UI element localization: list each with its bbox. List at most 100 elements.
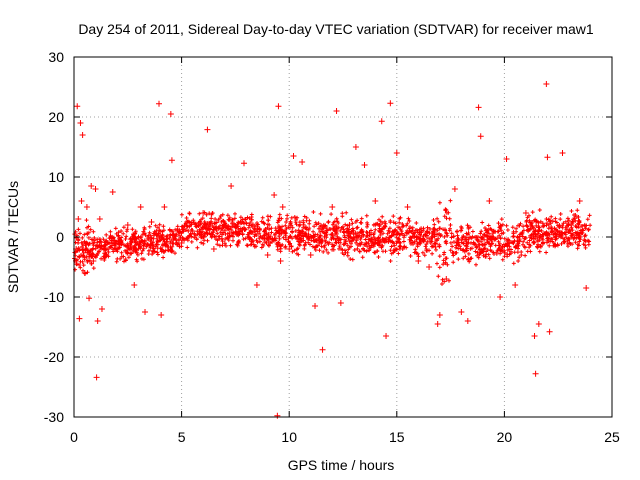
data-point [307, 252, 314, 258]
y-tick-label: -30 [44, 409, 64, 425]
data-point [168, 157, 175, 164]
data-band-markers [72, 198, 593, 286]
data-point [78, 198, 85, 204]
data-point [346, 222, 353, 228]
data-point [79, 132, 86, 138]
y-tick-label: 0 [56, 229, 64, 245]
data-point [387, 100, 394, 107]
data-point [94, 318, 101, 324]
data-point [109, 189, 116, 195]
data-point [124, 222, 131, 228]
x-tick-label: 15 [389, 429, 405, 445]
data-point [279, 204, 286, 210]
data-point [274, 412, 281, 419]
y-tick-label: 30 [48, 49, 64, 65]
data-point [404, 204, 411, 210]
data-point [383, 333, 390, 339]
data-point [568, 222, 575, 228]
data-point [271, 192, 278, 198]
data-point [436, 312, 443, 318]
data-point [178, 240, 185, 246]
data-point [90, 258, 97, 264]
data-point [114, 246, 121, 252]
data-point [167, 111, 174, 117]
data-point [576, 198, 583, 204]
data-point [319, 346, 326, 353]
data-point [543, 81, 550, 87]
data-point [76, 315, 83, 322]
data-point [156, 100, 163, 107]
data-point [426, 264, 433, 270]
x-tick-label: 25 [604, 429, 620, 445]
data-point [228, 183, 235, 189]
data-points [73, 81, 590, 419]
data-point [103, 252, 110, 258]
axis-ticks: 0 5 10 15 20 25 -30 -20 -10 0 10 20 30 [44, 49, 620, 445]
y-tick-label: 10 [48, 169, 64, 185]
data-point [337, 300, 344, 306]
data-point [75, 216, 82, 222]
data-point [477, 133, 484, 140]
data-point [443, 276, 450, 282]
y-tick-label: -20 [44, 349, 64, 365]
data-point [88, 183, 95, 189]
data-band [72, 198, 593, 286]
data-point [142, 309, 149, 315]
data-point [92, 186, 99, 192]
data-point [329, 204, 336, 210]
data-point [458, 309, 465, 315]
x-tick-label: 20 [497, 429, 513, 445]
y-axis-label: SDTVAR / TECUs [5, 181, 21, 293]
chart-title: Day 254 of 2011, Sidereal Day-to-day VTE… [78, 21, 594, 37]
data-point [378, 118, 385, 125]
data-point [83, 204, 90, 210]
data-point [93, 374, 100, 381]
data-point [333, 108, 340, 114]
data-point [200, 210, 207, 216]
data-point [352, 144, 359, 150]
data-point [393, 150, 400, 156]
data-point [312, 303, 319, 309]
data-point [148, 219, 155, 225]
data-point [253, 282, 260, 288]
data-point [512, 282, 519, 288]
data-point [486, 198, 493, 204]
data-point [559, 150, 566, 156]
data-point [451, 186, 458, 192]
data-point [522, 210, 529, 216]
data-point [535, 321, 542, 327]
data-point [290, 153, 297, 159]
data-point [275, 103, 282, 110]
data-point [77, 120, 84, 126]
data-point [286, 246, 293, 252]
data-point [546, 328, 553, 335]
data-point [210, 246, 217, 252]
data-point [531, 333, 538, 339]
data-point [96, 216, 103, 222]
data-point [158, 312, 165, 318]
data-point [204, 126, 211, 133]
data-point [503, 156, 510, 162]
data-point [98, 306, 105, 312]
data-point [434, 321, 441, 327]
data-point [241, 160, 248, 167]
data-point [221, 222, 228, 228]
x-tick-label: 5 [178, 429, 186, 445]
data-point [86, 295, 93, 302]
data-point [81, 270, 88, 276]
data-point [74, 103, 81, 110]
data-point [238, 219, 245, 225]
y-tick-label: 20 [48, 109, 64, 125]
data-point [161, 204, 168, 210]
data-point [583, 285, 590, 291]
data-point [131, 282, 138, 288]
data-point [415, 258, 422, 264]
data-point [189, 228, 196, 234]
data-point [137, 204, 144, 210]
data-point [464, 318, 471, 324]
data-point [475, 104, 482, 111]
data-point [299, 159, 306, 165]
data-point [361, 162, 368, 168]
data-point [544, 154, 551, 161]
